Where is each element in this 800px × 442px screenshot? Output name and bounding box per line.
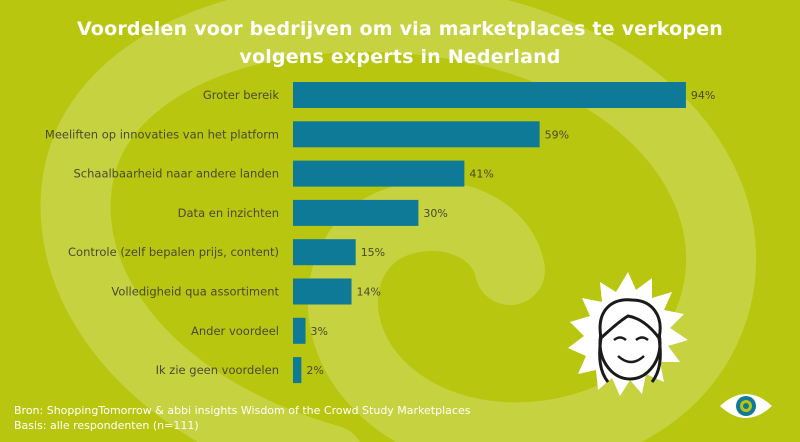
eye-logo-icon: [720, 394, 772, 418]
bar: [293, 278, 352, 305]
value-label: 94%: [691, 89, 715, 102]
bar: [293, 317, 306, 344]
category-label: Controle (zelf bepalen prijs, content): [68, 245, 279, 259]
bar: [293, 82, 686, 108]
value-label: 14%: [357, 286, 381, 299]
category-label: Groter bereik: [203, 88, 280, 102]
bar: [293, 199, 419, 226]
value-label: 2%: [306, 364, 323, 377]
category-label: Schaalbaarheid naar andere landen: [73, 167, 279, 181]
category-label: Meeliften op innovaties van het platform: [45, 127, 279, 141]
value-label: 59%: [545, 128, 569, 141]
category-label: Ik zie geen voordelen: [156, 363, 279, 377]
source-note: Bron: ShoppingTomorrow & abbi insights W…: [14, 404, 471, 417]
basis-note: Basis: alle respondenten (n=111): [14, 419, 199, 432]
chart-title-line-1: Voordelen voor bedrijven om via marketpl…: [76, 18, 724, 40]
chart-title-line-2: volgens experts in Nederland: [239, 46, 561, 68]
category-label: Ander voordeel: [191, 324, 279, 338]
bar: [293, 357, 302, 384]
face-illustration-icon: [568, 272, 688, 396]
value-label: 30%: [423, 207, 447, 220]
bar: [293, 121, 540, 148]
value-label: 15%: [361, 246, 385, 259]
bar: [293, 160, 465, 187]
value-label: 3%: [311, 325, 328, 338]
value-label: 41%: [469, 168, 493, 181]
category-label: Data en inzichten: [178, 206, 279, 220]
bar: [293, 239, 356, 266]
category-label: Volledigheid qua assortiment: [111, 285, 279, 299]
